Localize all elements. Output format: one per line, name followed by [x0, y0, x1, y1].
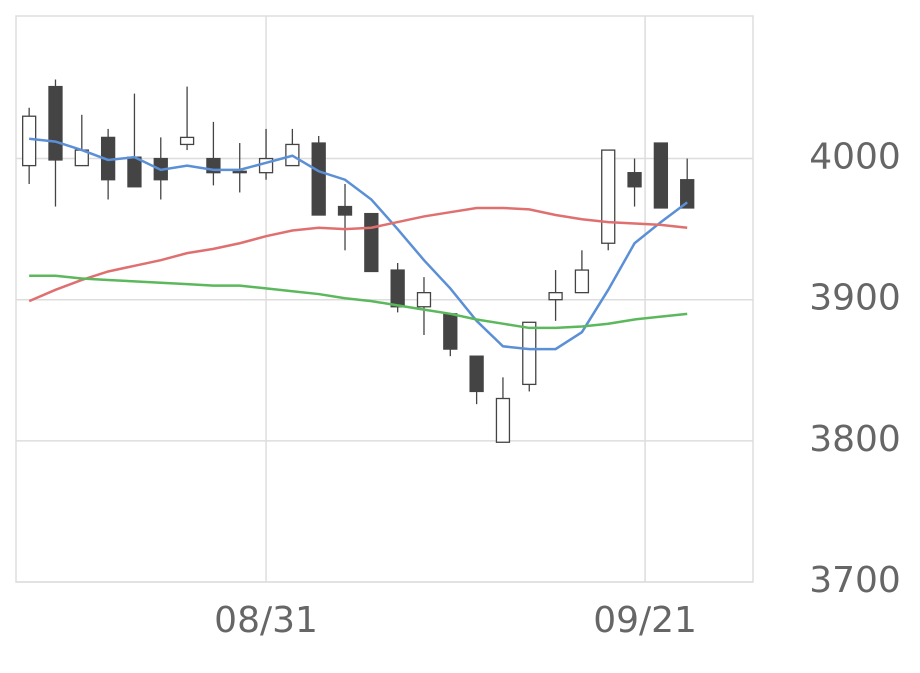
- candle-body: [390, 269, 405, 308]
- candle-body: [574, 269, 590, 294]
- candle-body: [680, 179, 695, 209]
- candle-body: [469, 355, 484, 393]
- candle-body: [443, 313, 458, 350]
- moving-average-line: [29, 274, 688, 330]
- candle-body: [311, 142, 326, 216]
- candle-body: [495, 397, 511, 443]
- candle-body: [179, 136, 195, 146]
- y-tick-label: 3900: [809, 278, 901, 319]
- candle-body: [653, 142, 669, 209]
- candle-body: [548, 291, 563, 301]
- candle-body: [364, 212, 379, 273]
- candle-body: [627, 172, 642, 188]
- candle-body: [337, 205, 353, 216]
- moving-average-line: [28, 206, 688, 303]
- candle-body: [22, 115, 37, 167]
- x-tick-label: 08/31: [214, 600, 318, 641]
- moving-average-line: [29, 137, 688, 351]
- candle-body: [522, 321, 537, 386]
- candle-body: [601, 149, 616, 244]
- candle-body: [48, 85, 63, 161]
- candle-body: [232, 170, 247, 174]
- y-tick-label: 3800: [809, 419, 901, 460]
- x-tick-label: 09/21: [593, 600, 697, 641]
- y-tick-label: 4000: [809, 137, 901, 178]
- y-tick-label: 3700: [809, 560, 901, 601]
- candle-body: [416, 291, 432, 308]
- candle-body: [127, 156, 142, 188]
